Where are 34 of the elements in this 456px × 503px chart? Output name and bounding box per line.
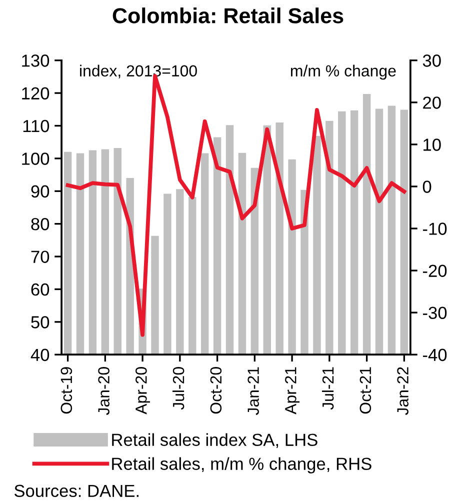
y-tick-label: 70 [31,250,50,263]
y2-axis-title: m/m % change [290,64,396,80]
y-tick-label: 100 [22,152,50,165]
y-tick-label: 110 [23,120,50,132]
y-axis-title: index, 2013=100 [80,64,197,78]
x-tick-label: Apr-21 [285,367,300,414]
y2-tick-label: 0 [422,180,432,193]
y2-tick-label: 20 [423,96,441,109]
y-tick-label: 80 [31,218,50,230]
y2-tick-label: -10 [422,222,447,235]
chart-title: Colombia: Retail Sales [112,8,344,24]
y-tick-label: 120 [22,87,50,100]
y-tick-label: 60 [31,283,50,296]
x-tick-label: Jan-20 [98,367,110,416]
y-tick-label: 90 [31,185,50,198]
y2-tick-label: 10 [424,138,441,151]
x-tick-label: Jan-21 [248,367,259,416]
x-tick-label: Oct-19 [60,367,72,414]
y2-tick-label: 30 [422,54,441,67]
y2-tick-label: -40 [422,348,447,362]
x-tick-label: Oct-21 [360,367,372,414]
y-tick-label: 50 [31,316,50,328]
x-tick-label: Jul-21 [322,367,334,410]
source-note: Sources: DANE. [14,484,138,498]
y2-tick-label: -20 [422,264,447,278]
legend-label: Retail sales, m/m % change, RHS [112,457,372,474]
legend-label: Retail sales index SA, LHS [112,433,318,448]
y2-tick-label: -30 [422,306,447,320]
x-tick-label: Oct-20 [210,367,222,414]
x-tick-label: Apr-20 [136,367,150,414]
x-tick-label: Jan-22 [397,367,408,416]
y-tick-label: 130 [22,54,50,67]
x-tick-label: Jul-20 [172,367,184,410]
y-tick-label: 40 [30,348,50,362]
